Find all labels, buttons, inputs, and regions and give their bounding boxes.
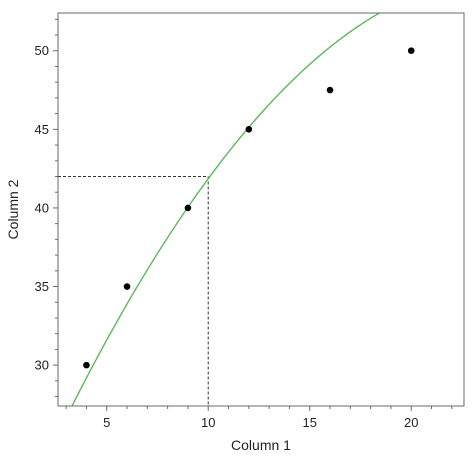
y-tick-label: 45: [35, 122, 49, 137]
y-tick-label: 30: [35, 358, 49, 373]
data-point: [407, 47, 415, 55]
data-point: [184, 204, 192, 212]
x-tick-label: 5: [103, 415, 110, 430]
y-tick-label: 50: [35, 43, 49, 58]
x-tick-label: 20: [404, 415, 418, 430]
reference-lines: [58, 175, 209, 406]
y-axis-ticks: 30 35 40 45 50: [35, 18, 58, 398]
x-tick-label: 10: [201, 415, 215, 430]
fit-curve-group: [71, 13, 381, 406]
data-point: [245, 126, 253, 133]
x-tick-label: 15: [302, 415, 316, 430]
y-axis-label: Column 2: [5, 179, 21, 239]
data-point: [326, 86, 334, 94]
fit-curve: [71, 13, 381, 406]
x-axis-label: Column 1: [231, 437, 291, 453]
y-tick-label: 35: [35, 279, 49, 294]
plot-frame: [57, 12, 465, 407]
data-point: [123, 283, 131, 290]
y-tick-label: 40: [35, 200, 49, 215]
data-points: [83, 47, 415, 369]
data-point: [83, 361, 90, 369]
x-axis-ticks: 5 10 15 20: [65, 406, 453, 430]
